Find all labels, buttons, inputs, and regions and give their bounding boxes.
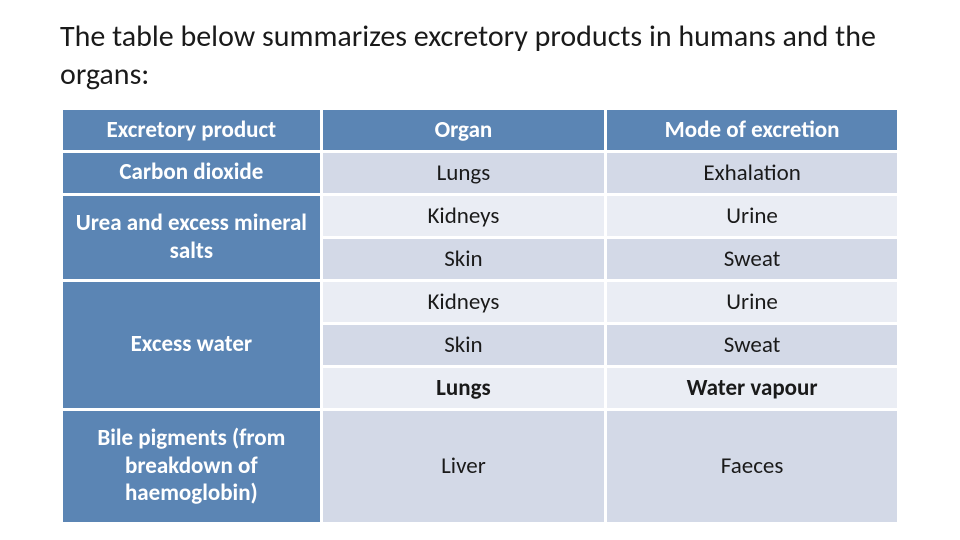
organ-cell: Kidneys bbox=[323, 282, 605, 322]
mode-cell: Sweat bbox=[607, 325, 897, 365]
organ-cell: Liver bbox=[323, 411, 605, 522]
col-header-organ: Organ bbox=[323, 110, 605, 150]
organ-cell: Skin bbox=[323, 325, 605, 365]
mode-cell: Water vapour bbox=[607, 368, 897, 408]
table-header-row: Excretory product Organ Mode of excretio… bbox=[63, 110, 897, 150]
table-row: Excess water Kidneys Urine bbox=[63, 282, 897, 322]
organ-cell: Kidneys bbox=[323, 196, 605, 236]
product-cell: Excess water bbox=[63, 282, 320, 408]
table-row: Urea and excess mineral salts Kidneys Ur… bbox=[63, 196, 897, 236]
mode-cell: Faeces bbox=[607, 411, 897, 522]
organ-cell: Lungs bbox=[323, 368, 605, 408]
excretory-table: Excretory product Organ Mode of excretio… bbox=[60, 107, 900, 525]
mode-cell: Urine bbox=[607, 196, 897, 236]
col-header-mode: Mode of excretion bbox=[607, 110, 897, 150]
product-cell: Carbon dioxide bbox=[63, 153, 320, 193]
col-header-product: Excretory product bbox=[63, 110, 320, 150]
table-row: Bile pigments (from breakdown of haemogl… bbox=[63, 411, 897, 522]
mode-cell: Urine bbox=[607, 282, 897, 322]
page-title: The table below summarizes excretory pro… bbox=[60, 18, 900, 93]
organ-cell: Lungs bbox=[323, 153, 605, 193]
product-cell: Urea and excess mineral salts bbox=[63, 196, 320, 279]
mode-cell: Sweat bbox=[607, 239, 897, 279]
table-row: Carbon dioxide Lungs Exhalation bbox=[63, 153, 897, 193]
organ-cell: Skin bbox=[323, 239, 605, 279]
product-cell: Bile pigments (from breakdown of haemogl… bbox=[63, 411, 320, 522]
mode-cell: Exhalation bbox=[607, 153, 897, 193]
